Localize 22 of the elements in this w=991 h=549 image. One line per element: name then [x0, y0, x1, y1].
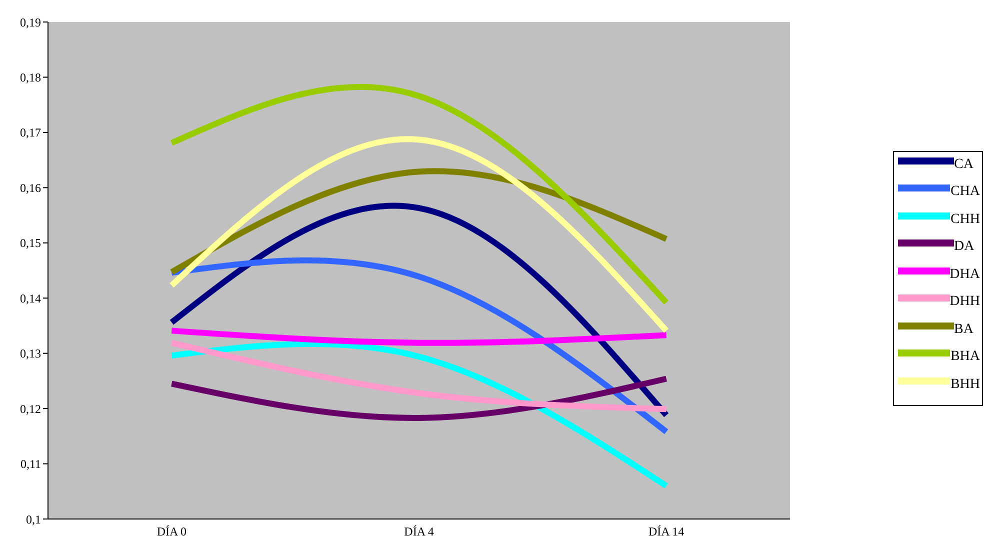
legend-label: CHH [950, 210, 980, 229]
legend-label: DHH [950, 293, 980, 312]
y-tick-label: 0,11 [20, 457, 41, 472]
legend-label: BHA [950, 348, 980, 366]
y-tick-label: 0,15 [20, 236, 41, 250]
y-tick-label: 0,12 [20, 402, 41, 416]
legend-label: BHH [950, 376, 980, 394]
x-tick-label: DÍA 14 [648, 524, 684, 539]
legend-label: CHA [950, 183, 980, 202]
x-tick-label: DÍA 4 [404, 524, 434, 539]
y-tick-label: 0,16 [20, 180, 41, 195]
legend-label: CA [954, 156, 974, 174]
legend-label: BA [954, 320, 974, 339]
legend-label: DA [954, 238, 974, 256]
legend-label: DHA [950, 266, 980, 284]
y-tick-label: 0,1 [26, 512, 41, 526]
y-tick-label: 0,19 [20, 15, 41, 30]
y-tick-label: 0,18 [20, 70, 41, 84]
y-tick-label: 0,17 [20, 126, 41, 140]
y-tick-label: 0,13 [20, 346, 41, 361]
x-tick-label: DÍA 0 [156, 524, 187, 539]
y-tick-label: 0,14 [20, 291, 41, 306]
